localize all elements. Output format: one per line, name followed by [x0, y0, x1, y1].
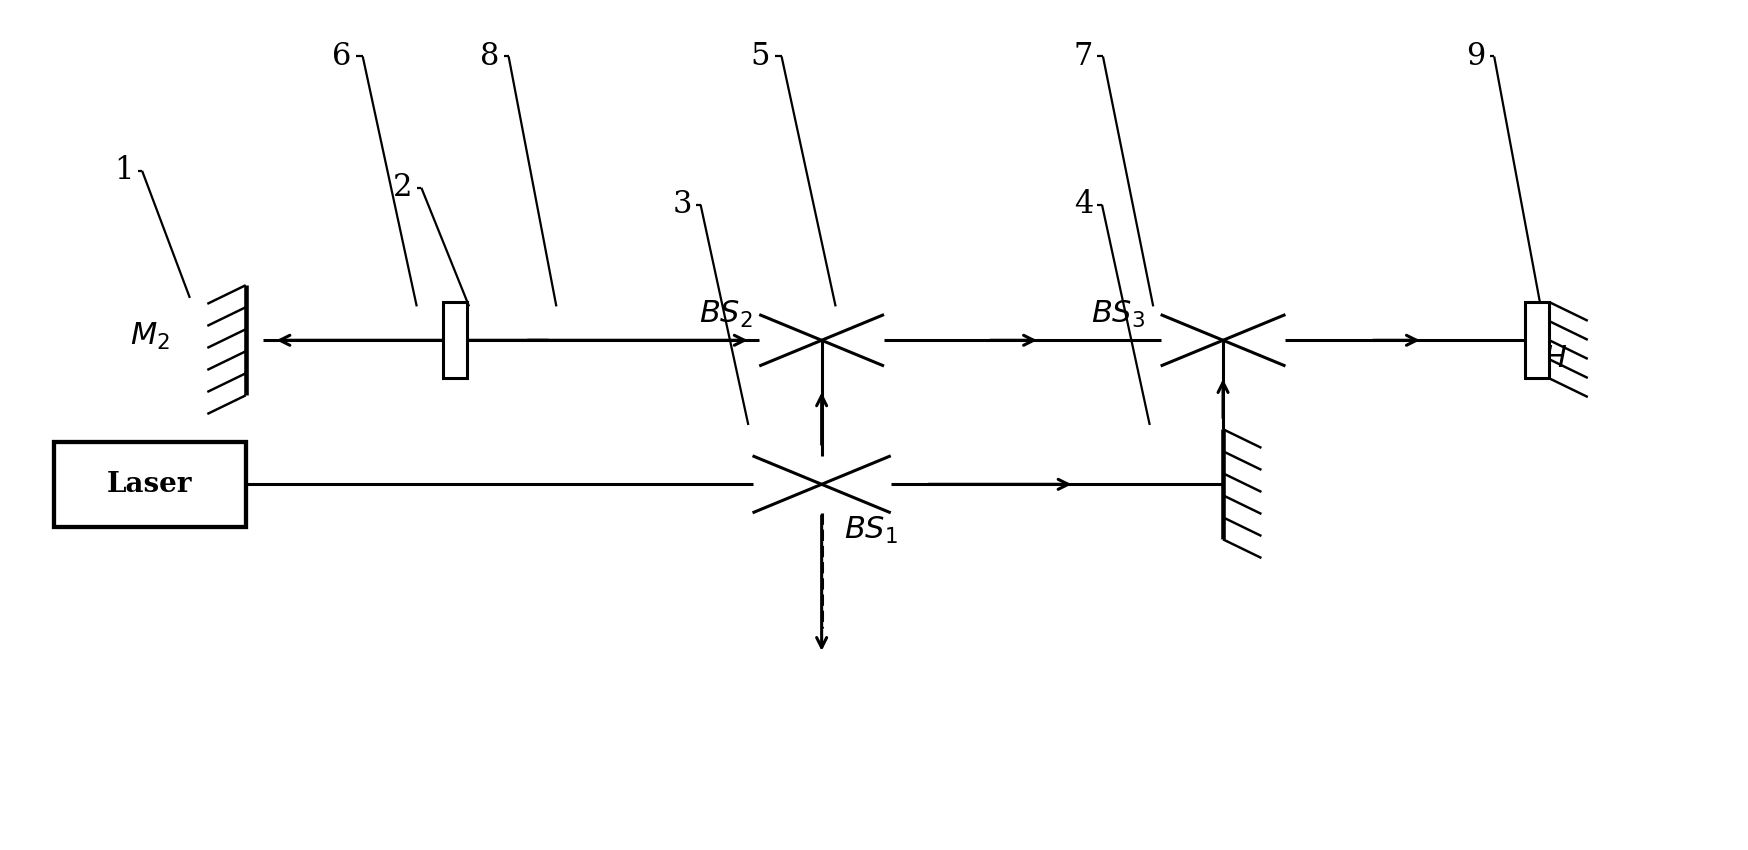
Text: 2: 2 [393, 173, 413, 203]
Text: $BS_3$: $BS_3$ [1091, 299, 1145, 331]
Text: $M_2$: $M_2$ [129, 320, 170, 352]
Text: 3: 3 [673, 190, 692, 220]
Text: 5: 5 [752, 41, 771, 72]
Text: $H$: $H$ [1542, 343, 1566, 374]
Text: 9: 9 [1467, 41, 1486, 72]
Text: 6: 6 [332, 41, 351, 72]
Bar [442, 302, 467, 378]
Text: 1: 1 [114, 156, 133, 186]
Text: Laser: Laser [107, 471, 192, 498]
Text: 7: 7 [1073, 41, 1092, 72]
Text: $BS_2$: $BS_2$ [699, 299, 753, 331]
Text: 4: 4 [1073, 190, 1092, 220]
Bar [1524, 302, 1549, 378]
Bar [54, 442, 246, 527]
Text: $BS_1$: $BS_1$ [844, 515, 897, 547]
Text: 8: 8 [481, 41, 500, 72]
